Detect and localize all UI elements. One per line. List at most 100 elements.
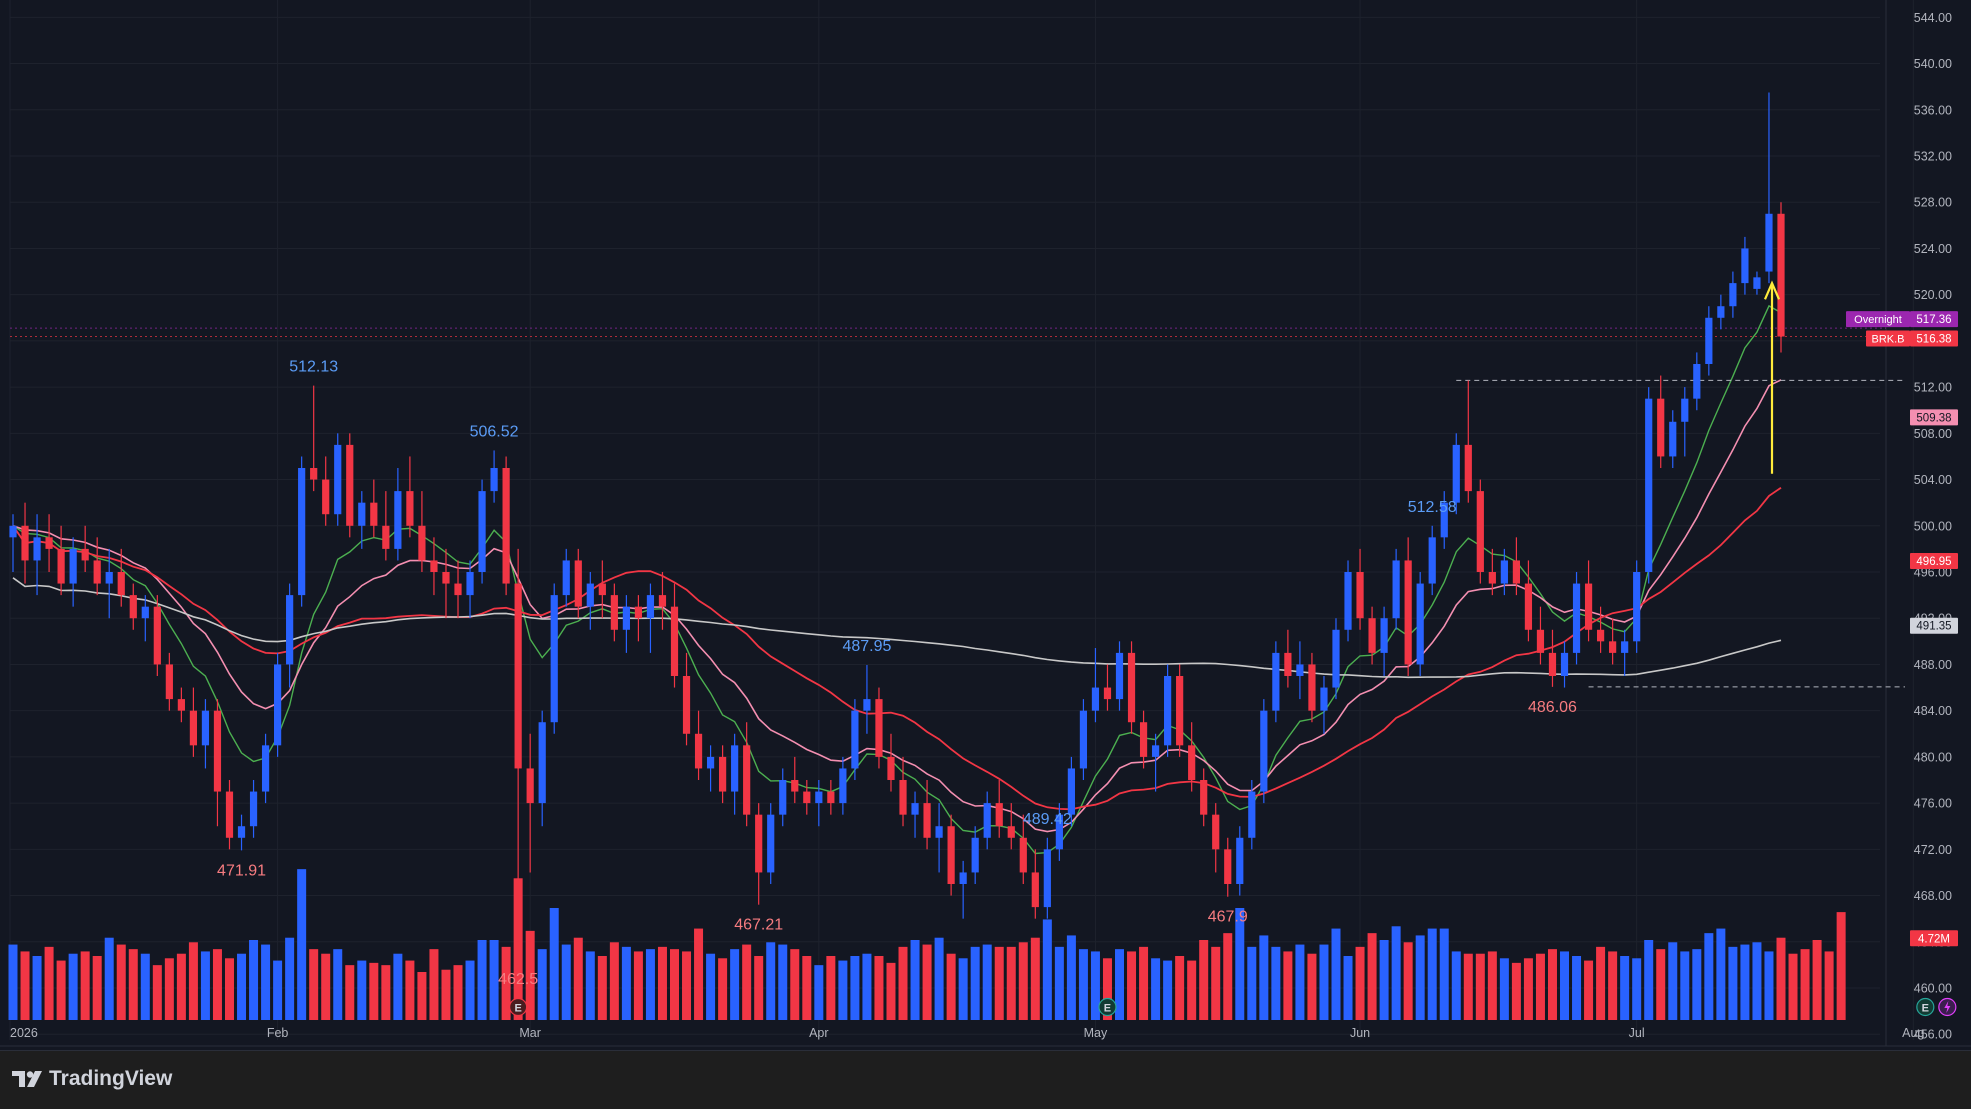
volume-bar (597, 956, 607, 1020)
price-label-box (1910, 409, 1958, 426)
volume-bar (1102, 958, 1112, 1020)
volume-bar (1836, 912, 1846, 1020)
candle-body (1512, 560, 1521, 584)
volume-bar (1668, 942, 1678, 1020)
volume-bar (1295, 944, 1305, 1020)
y-tick-label: 476.00 (1914, 797, 1952, 811)
volume-bar (1451, 951, 1461, 1020)
ma-mid-line (12, 379, 1782, 833)
volume-bar (1728, 946, 1738, 1020)
volume-bar (285, 937, 295, 1020)
earnings-marker-text: E (514, 1003, 521, 1015)
x-tick-label: 2026 (10, 1026, 38, 1040)
earnings-marker[interactable]: E (509, 997, 528, 1017)
candle-body (21, 525, 29, 561)
candle-body (1476, 491, 1484, 572)
candlesticks[interactable] (9, 92, 1785, 960)
volume-bar (718, 958, 728, 1020)
candle-body (201, 710, 210, 746)
volume-bar (1511, 962, 1521, 1020)
candle-body (995, 803, 1003, 827)
candle-body (959, 872, 967, 884)
candle-body (1380, 618, 1388, 653)
candle-body (622, 606, 630, 630)
y-tick-label: 488.00 (1914, 658, 1952, 672)
tradingview-logo[interactable]: TradingView (12, 1067, 172, 1091)
candle-body (706, 756, 715, 769)
arrow-annotation[interactable] (1763, 280, 1781, 474)
candle-body (851, 710, 859, 769)
volume-bar (164, 958, 174, 1020)
volume-bar (1692, 949, 1702, 1020)
volume-bar (369, 962, 379, 1020)
price-axis[interactable]: 456.00460.00464.00468.00472.00476.00480.… (1914, 11, 1952, 1042)
volume-bar (838, 960, 848, 1020)
volume-bar (694, 928, 704, 1020)
candle-body (526, 768, 534, 804)
earnings-marker-text: E (1104, 1003, 1111, 1015)
volume-bar (537, 949, 547, 1020)
volume-bar (297, 869, 307, 1020)
candle-body (334, 444, 342, 515)
volume-bar (1475, 953, 1485, 1020)
price-label-box (1910, 930, 1958, 947)
candle-body (225, 791, 234, 838)
volume-bar (441, 969, 451, 1020)
candle-body (1500, 560, 1508, 584)
candle-body (249, 791, 258, 827)
candle-body (490, 468, 498, 492)
earnings-marker[interactable]: E (1098, 997, 1117, 1017)
volume-bar (874, 956, 884, 1020)
volume-bar (1487, 951, 1497, 1020)
volume-bar (152, 965, 162, 1020)
volume-bar (309, 949, 319, 1020)
candle-body (57, 548, 65, 584)
candle-body (93, 560, 101, 584)
price-label-value: 4.72M (1918, 933, 1950, 945)
candle-body (1248, 791, 1256, 838)
volume-bar (669, 949, 679, 1020)
x-tick-label: Jul (1629, 1026, 1645, 1040)
candle-body (887, 756, 895, 780)
candle-body (346, 444, 354, 526)
earnings-marker[interactable]: E (1916, 997, 1935, 1017)
volume-bar (465, 960, 475, 1020)
candle-body (1440, 502, 1448, 538)
tradingview-icon (12, 1071, 42, 1087)
volume-bar (561, 944, 571, 1020)
candle-body (1224, 849, 1232, 884)
volume-bar (982, 944, 992, 1020)
candle-body (358, 502, 366, 526)
volume-bar (489, 940, 499, 1020)
candle-body (935, 826, 943, 838)
volume-bar (1427, 928, 1437, 1020)
volume-bar (1139, 946, 1149, 1020)
candle-body (1164, 676, 1172, 746)
price-label: 496.95 (1910, 553, 1958, 570)
price-label-value: 517.36 (1916, 314, 1951, 326)
volume-bar (20, 951, 30, 1020)
volume-bar (778, 944, 788, 1020)
volume-bar (417, 972, 427, 1020)
candle-body (129, 595, 137, 619)
time-axis[interactable]: 2026 Feb Mar Apr May Jun Jul Aug (10, 1026, 1924, 1040)
candle-body (177, 699, 185, 711)
volume-bar (1127, 951, 1137, 1020)
volume-bar (922, 944, 932, 1020)
candle-body (1488, 572, 1496, 584)
candle-body (430, 560, 438, 572)
candle-body (1236, 837, 1244, 884)
price-chart[interactable]: 512.13 506.52 487.95 489.42 512.58 471.91 462.… (0, 0, 1971, 1050)
candle-body (1127, 652, 1136, 723)
candle-body (875, 699, 883, 757)
candle-body (1452, 444, 1460, 503)
volume-bar (850, 956, 860, 1020)
volume-bar (657, 946, 667, 1020)
candle-body (1741, 248, 1749, 284)
candle-body (189, 710, 198, 746)
volume-bar (1644, 940, 1654, 1020)
volume-bar (393, 953, 403, 1020)
volume-bar (958, 958, 968, 1020)
x-tick-label: Jun (1350, 1026, 1370, 1040)
